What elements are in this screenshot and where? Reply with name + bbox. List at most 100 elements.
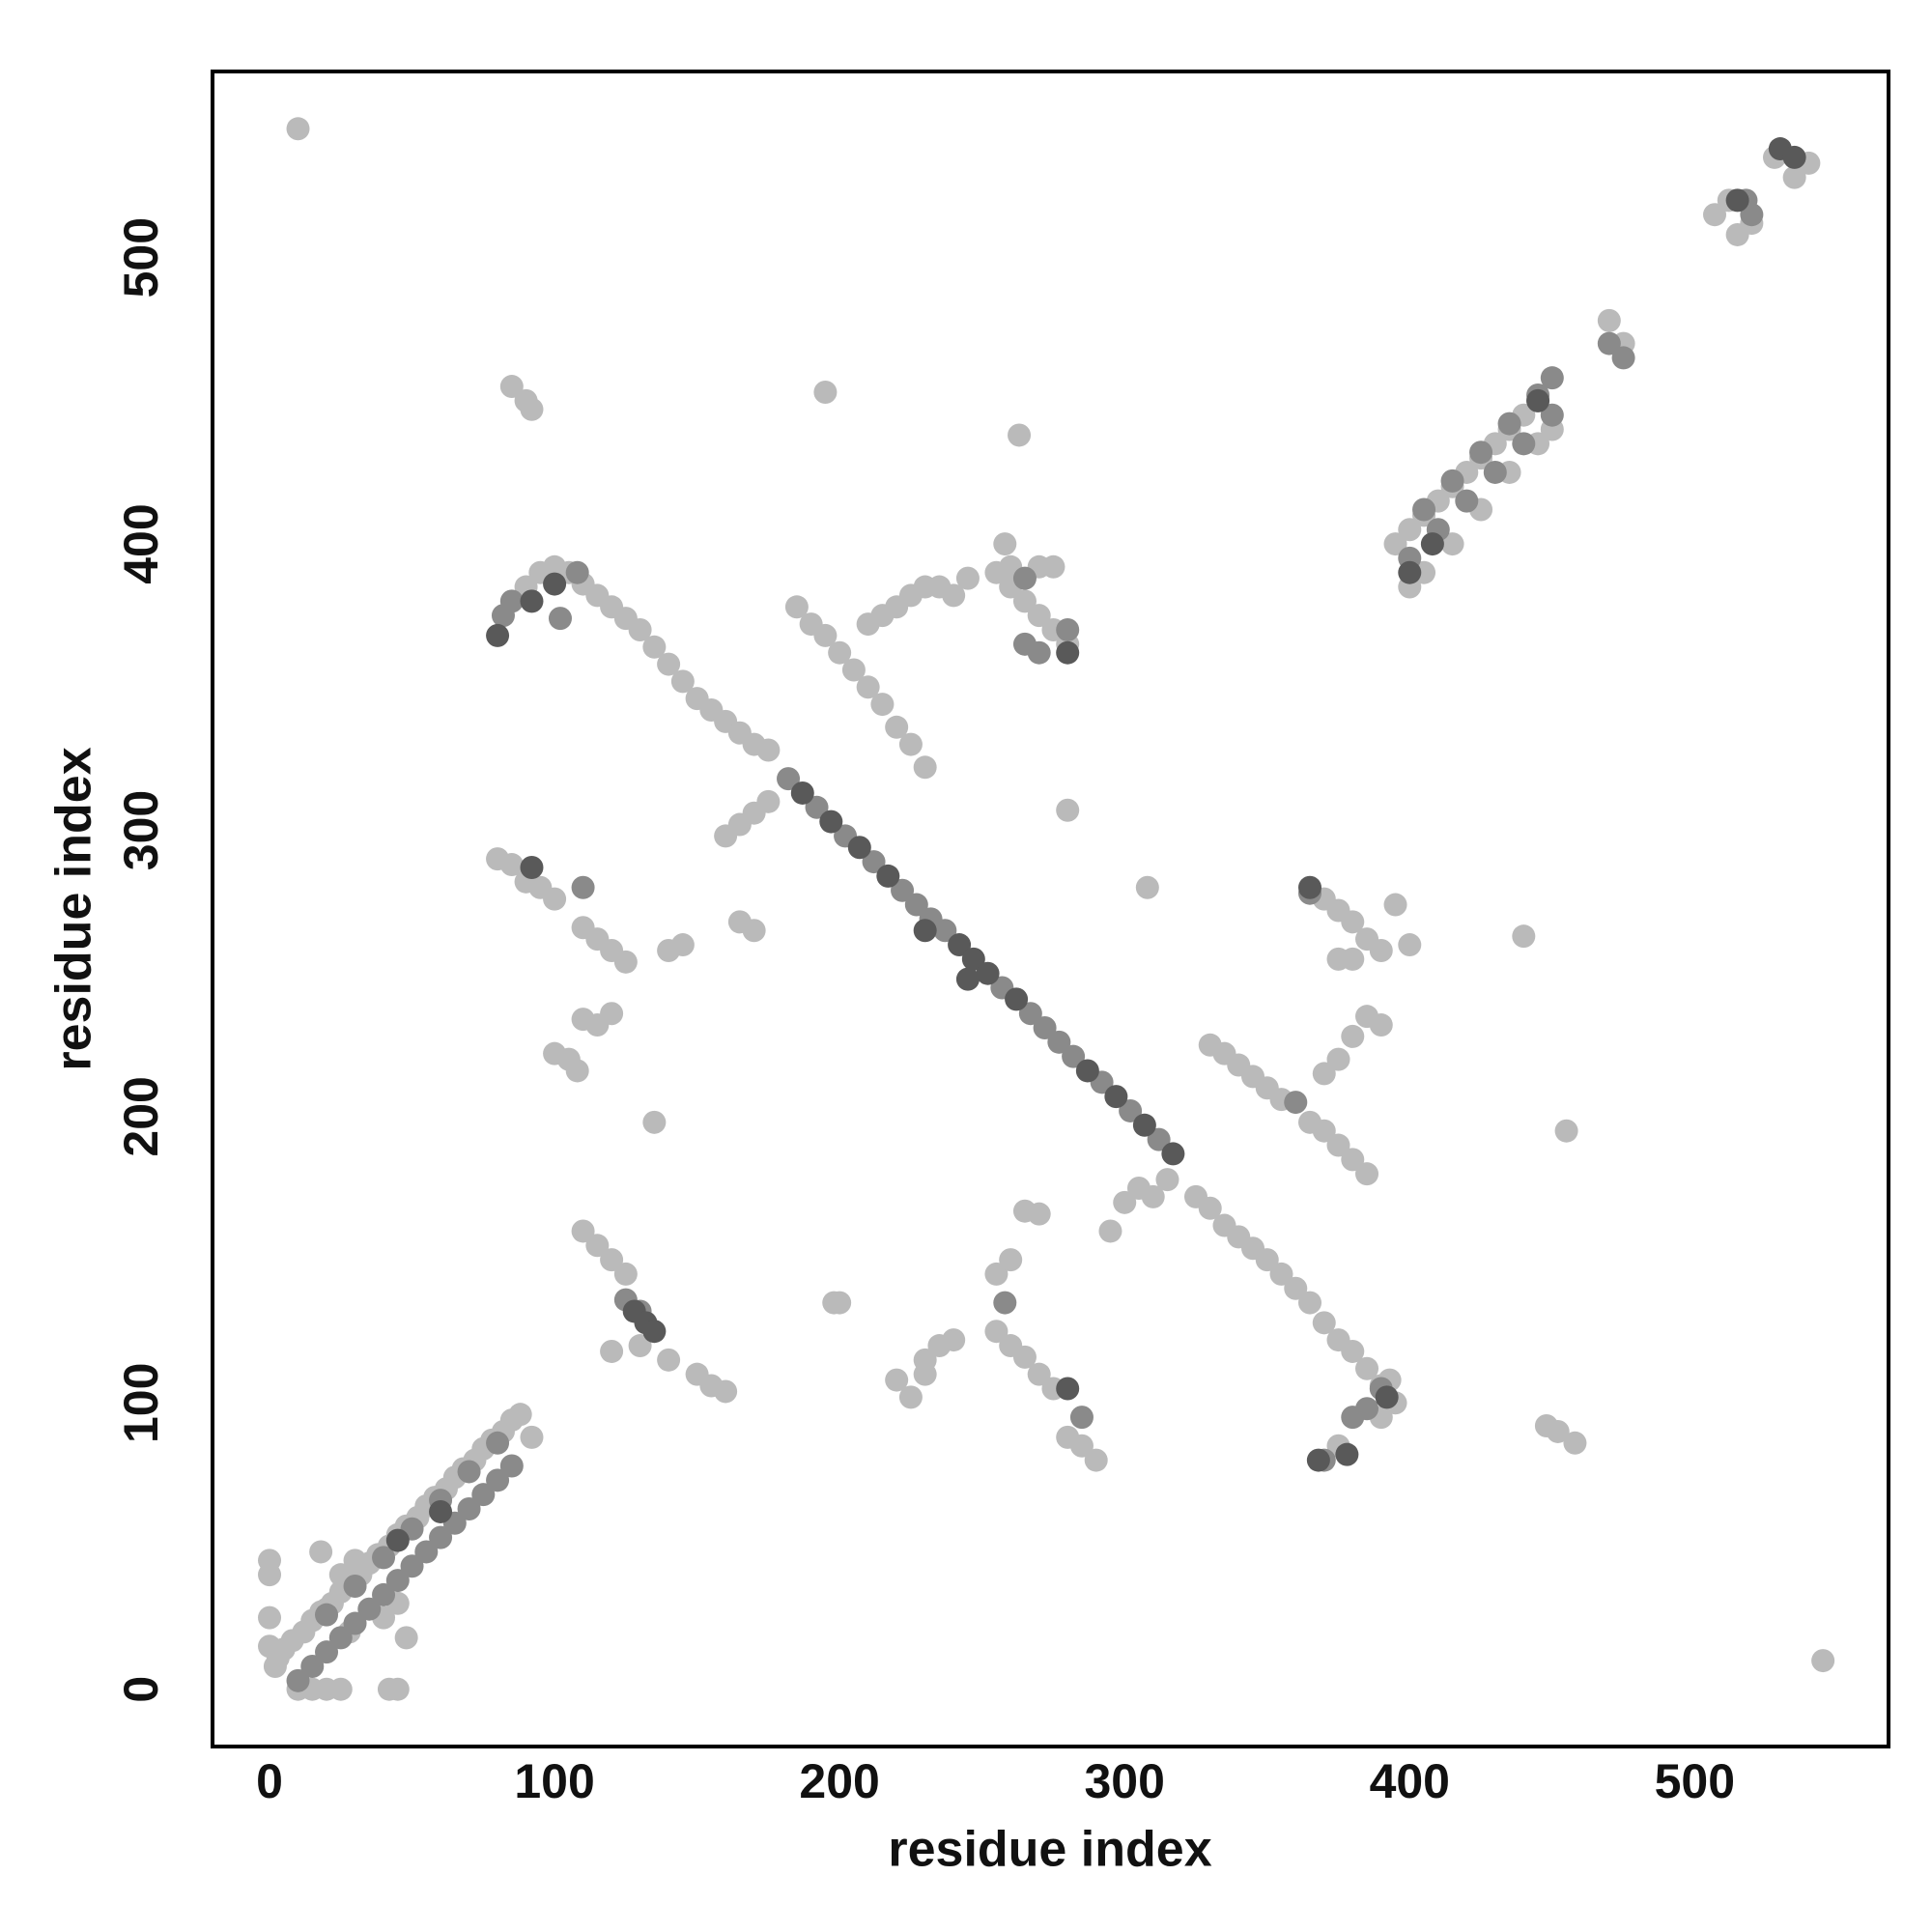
contact-point — [1341, 1024, 1365, 1048]
x-axis-title: residue index — [888, 1822, 1211, 1878]
contact-point — [885, 1368, 909, 1392]
contact-point — [1341, 1339, 1365, 1363]
contact-point — [856, 675, 880, 699]
contact-point — [1198, 1196, 1222, 1220]
contact-point — [1811, 1649, 1835, 1673]
contact-point — [993, 1291, 1017, 1315]
contact-point — [1104, 1085, 1128, 1109]
contact-point — [1284, 1091, 1308, 1115]
contact-point — [571, 875, 595, 899]
contact-point — [898, 732, 923, 756]
contact-point — [1611, 346, 1635, 370]
contact-point — [1725, 188, 1749, 213]
x-tick-label: 400 — [1370, 1754, 1450, 1808]
y-tick-label: 200 — [114, 1076, 168, 1156]
contact-point — [1135, 875, 1159, 899]
contact-point — [1119, 1098, 1143, 1122]
contact-point — [657, 1348, 681, 1372]
contact-point — [847, 836, 871, 860]
contact-point — [742, 919, 766, 943]
contact-point — [1563, 1431, 1587, 1455]
plot-frame — [211, 70, 1890, 1748]
x-tick-label: 100 — [514, 1754, 594, 1808]
contact-point — [1497, 412, 1521, 436]
contact-point — [999, 1248, 1023, 1272]
contact-point — [1398, 518, 1422, 542]
contact-point — [499, 375, 524, 399]
contact-point — [898, 1385, 923, 1409]
y-tick-label: 500 — [114, 217, 168, 298]
contact-point — [642, 635, 667, 659]
contact-point — [1113, 1190, 1137, 1214]
contact-point — [414, 1540, 439, 1564]
contact-point — [1546, 1419, 1570, 1443]
contact-point — [1005, 987, 1029, 1011]
contact-point — [1062, 1044, 1086, 1068]
contact-point — [1018, 1002, 1042, 1026]
contact-point — [955, 967, 980, 991]
contact-point — [1355, 1162, 1379, 1186]
contact-point — [784, 595, 809, 619]
y-axis-title: residue index — [46, 747, 102, 1070]
contact-point — [933, 919, 957, 943]
contact-point — [343, 1548, 367, 1573]
contact-point — [841, 658, 866, 682]
contact-point — [571, 1219, 595, 1243]
contact-point — [1469, 440, 1493, 465]
x-tick-label: 500 — [1655, 1754, 1735, 1808]
contact-point — [565, 560, 589, 584]
y-tick-label: 300 — [114, 790, 168, 870]
contact-point — [913, 919, 937, 943]
contact-point — [642, 1320, 667, 1344]
contact-point — [913, 1348, 937, 1372]
contact-point — [385, 1569, 410, 1593]
contact-point — [548, 607, 572, 631]
points — [258, 117, 1835, 1701]
contact-point — [942, 1328, 966, 1352]
contact-point — [499, 1454, 524, 1478]
contact-point — [1012, 589, 1037, 613]
contact-point — [1782, 145, 1806, 169]
contact-point — [876, 864, 900, 888]
contact-point — [756, 738, 781, 762]
contact-point — [1155, 1168, 1179, 1192]
contact-point — [1412, 497, 1436, 522]
contact-point — [343, 1575, 367, 1599]
contact-point — [1306, 1448, 1330, 1472]
contact-point — [1554, 1119, 1578, 1143]
contact-point — [984, 1262, 1009, 1286]
contact-point — [805, 795, 829, 819]
contact-point — [1782, 165, 1806, 189]
contact-point — [813, 623, 838, 647]
contact-point — [1526, 388, 1550, 412]
contact-point — [1012, 566, 1037, 590]
contact-point — [714, 1379, 738, 1404]
contact-point — [499, 589, 524, 613]
contact-point — [328, 1677, 353, 1701]
contact-point — [1012, 1345, 1037, 1369]
contact-point — [1341, 947, 1365, 971]
contact-point — [642, 1110, 667, 1134]
contact-point — [457, 1460, 481, 1484]
contact-point — [286, 1668, 310, 1692]
contact-point — [300, 1655, 325, 1679]
contact-point — [372, 1546, 396, 1570]
contact-point — [471, 1483, 496, 1507]
contact-point — [891, 878, 915, 902]
contact-point — [429, 1499, 453, 1523]
contact-point — [315, 1640, 339, 1664]
contact-point — [315, 1603, 339, 1627]
contact-point — [1269, 1262, 1293, 1286]
contact-point — [343, 1611, 367, 1635]
contact-point — [286, 117, 310, 141]
contact-point — [486, 1431, 510, 1455]
contact-point — [976, 961, 1000, 985]
contact-point — [948, 933, 972, 957]
contact-point — [1512, 432, 1536, 456]
x-tick-label: 0 — [256, 1754, 283, 1808]
contact-point — [1341, 910, 1365, 934]
contact-point — [1027, 604, 1051, 628]
contact-point — [1740, 203, 1764, 227]
contact-point — [600, 1248, 624, 1272]
